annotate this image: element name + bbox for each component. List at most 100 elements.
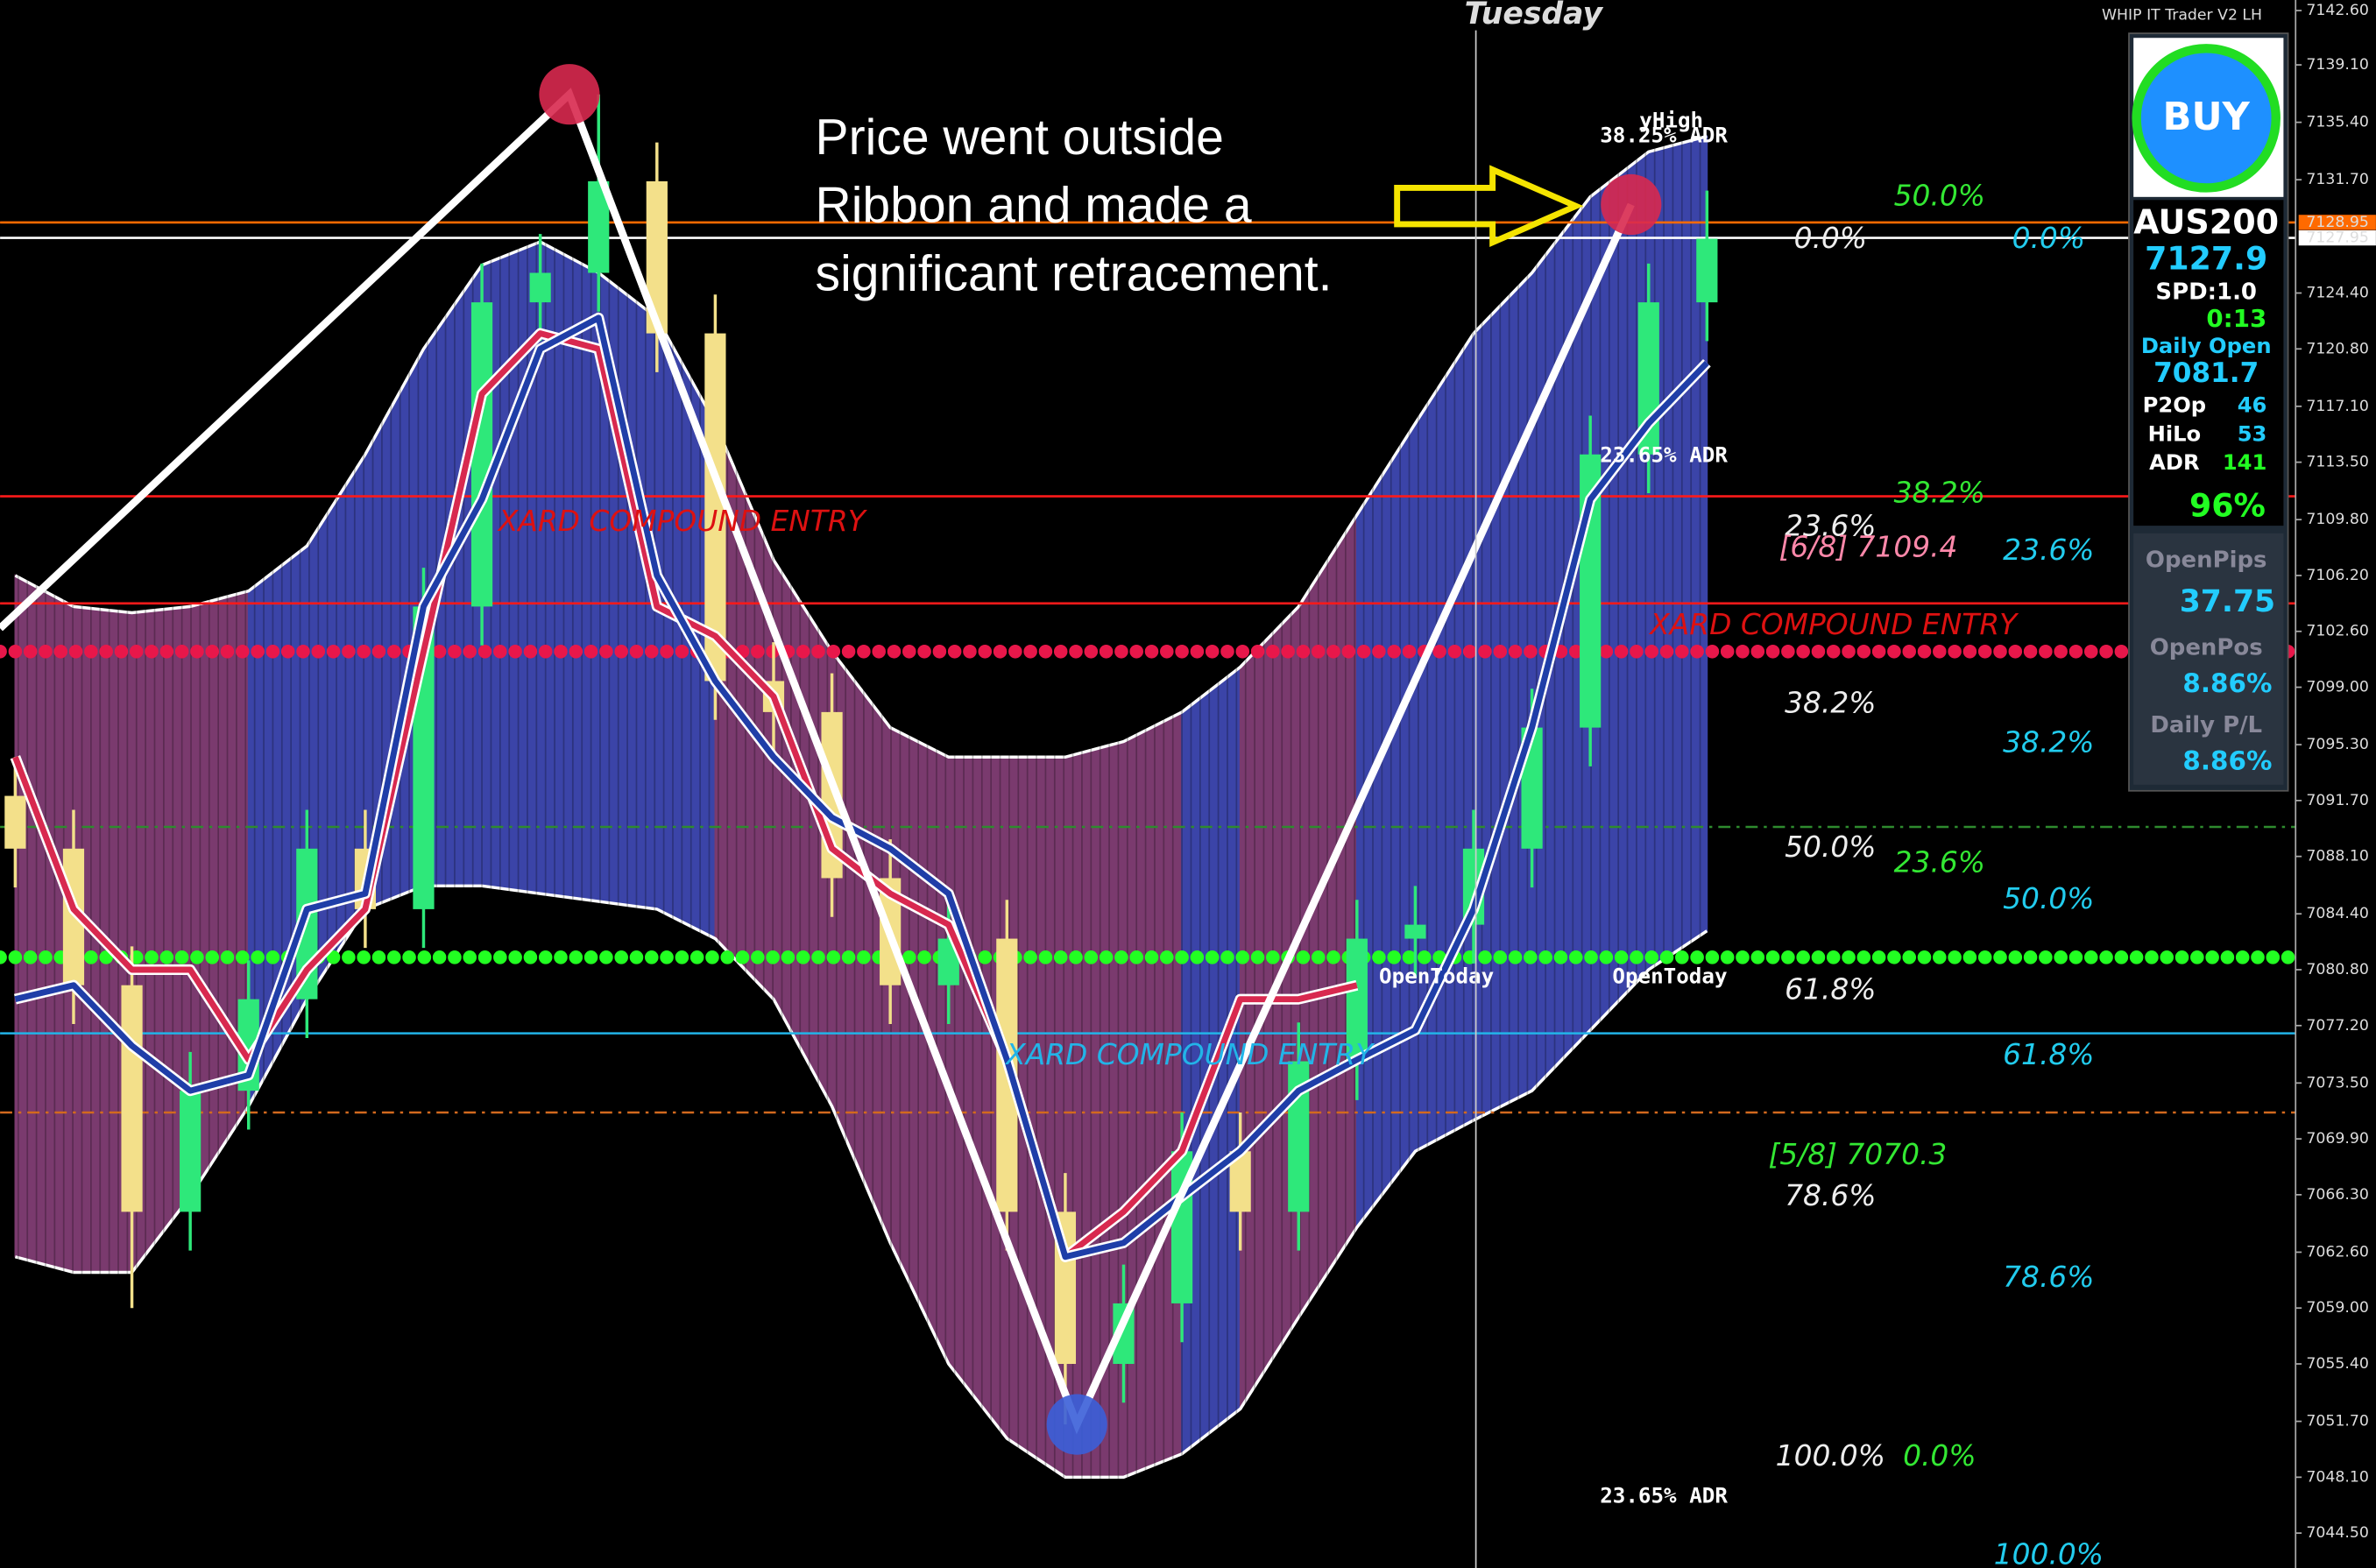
spread: SPD:1.0 [2155,279,2257,305]
fib-label: 100.0% [1776,1439,1885,1473]
y-tick-label: 7095.30 [2306,736,2368,753]
y-tick-label: 7084.40 [2306,905,2368,922]
fib-label: 0.0% [1903,1439,1976,1473]
fib-label: 0.0% [2012,222,2085,255]
fib-label: 61.8% [1785,973,1876,1006]
murrey-label: [5/8] 7070.3 [1768,1138,1947,1171]
y-tick-label: 7117.10 [2306,398,2368,415]
fib-label: 38.2% [1785,687,1876,720]
y-tick-label: 7080.80 [2306,961,2368,978]
y-tick-label: 7124.40 [2306,285,2368,302]
y-high-label: yHigh [1639,108,1703,132]
candle-body [4,795,26,849]
ribbon-segment [1064,740,1125,1479]
panel-row-value: 53 [2238,421,2267,446]
price-tag [2298,230,2376,246]
annotation-line: significant retracement. [816,246,1333,302]
price: 7127.9 [2145,239,2267,277]
y-tick-label: 7051.70 [2306,1413,2368,1430]
price-tag-label: 7127.95 [2306,230,2368,247]
open-today-label: OpenToday [1612,964,1727,989]
platform-label: WHIP IT Trader V2 LH [2102,6,2262,24]
ribbon-upper [14,134,1708,759]
open-today-label: OpenToday [1379,964,1494,989]
candle-body [121,985,143,1212]
buy-label[interactable]: BUY [2163,95,2251,139]
fib-label: 23.6% [2003,533,2094,567]
y-tick-label: 7135.40 [2306,114,2368,131]
fib-label: 23.6% [1894,845,1985,879]
candle-body [470,302,493,607]
y-tick-label: 7091.70 [2306,792,2368,809]
ribbon-segment [1355,420,1417,1230]
fib-label: 78.6% [1785,1179,1876,1212]
y-tick-label: 7102.60 [2306,623,2368,640]
percent: 96% [2189,486,2266,524]
annotation-line: Ribbon and made a [816,178,1252,234]
day-label: Tuesday [1465,0,1604,32]
adr-label: 23.65% ADR [1600,443,1728,468]
timer: 0:13 [2206,304,2266,333]
buy-button[interactable] [2132,44,2281,193]
price-axis [2295,0,2376,1568]
pivot-marker [539,64,600,125]
y-tick-label: 7077.20 [2306,1017,2368,1035]
ribbon-lower [14,884,1708,1480]
y-tick-label: 7062.60 [2306,1243,2368,1261]
open-pos: 8.86% [2182,668,2272,698]
y-tick-label: 7113.50 [2306,454,2368,471]
candle-body [1696,238,1718,303]
fib-label: 0.0% [1794,222,1867,255]
trade-panel: BUY AUS200 7127.9 SPD:1.0 0:13 Daily Ope… [2128,32,2289,792]
ribbon-segment [1414,330,1474,1153]
fib-label: 50.0% [1894,179,1985,212]
candle-body [180,1091,202,1212]
fib-label: 50.0% [1785,830,1876,864]
daily-pl: 8.86% [2182,745,2272,775]
zigzag [0,88,1635,1435]
open-pos-label: OpenPos [2150,635,2263,661]
y-tick-label: 7120.80 [2306,340,2368,357]
y-tick-label: 7069.90 [2306,1130,2368,1148]
fib-label: 38.2% [2003,726,2094,759]
quote-box [2133,200,2284,526]
candle-body [1404,924,1426,939]
y-tick-label: 7109.80 [2306,511,2368,528]
xard-label: XARD COMPOUND ENTRY [1004,1038,1375,1071]
price-tag-label: 7128.95 [2306,214,2368,231]
y-tick-label: 7044.50 [2306,1524,2368,1542]
adr-label: 38.25% ADR [1600,124,1728,148]
pivot-marker [1601,173,1662,236]
fib-label: 61.8% [2003,1038,2094,1071]
candle-body [1346,938,1368,1062]
panel-row-label: P2Op [2143,392,2206,417]
price-tag [2298,215,2376,230]
adr-label: 23.65% ADR [1600,1484,1728,1508]
symbol: AUS200 [2133,202,2279,241]
daily-open: 7081.7 [2153,357,2259,389]
pivot-marker [1046,1394,1107,1455]
annotation-line: Price went outside [816,109,1224,166]
fib-label: 100.0% [1994,1538,2104,1568]
fib-label: 50.0% [2003,882,2094,915]
y-tick-label: 7073.50 [2306,1074,2368,1091]
xard-label: XARD COMPOUND ENTRY [1648,608,2019,641]
y-tick-label: 7055.40 [2306,1355,2368,1373]
fib-label: 78.6% [2003,1261,2094,1294]
open-pips-label: OpenPips [2146,547,2267,573]
murrey-label: [6/8] 7109.4 [1779,531,1958,564]
fib-label: 23.6% [1785,509,1876,542]
y-tick-label: 7106.20 [2306,567,2368,584]
y-tick-label: 7139.10 [2306,56,2368,74]
fib-label: 38.2% [1894,476,1985,509]
xard-label: XARD COMPOUND ENTRY [497,505,868,538]
y-tick-label: 7066.30 [2306,1186,2368,1204]
y-tick-label: 7099.00 [2306,679,2368,696]
position-box [2133,533,2284,785]
candle-body [704,333,726,682]
y-tick-label: 7059.00 [2306,1299,2368,1317]
panel-row-label: ADR [2149,450,2200,475]
candle-body [529,272,551,303]
